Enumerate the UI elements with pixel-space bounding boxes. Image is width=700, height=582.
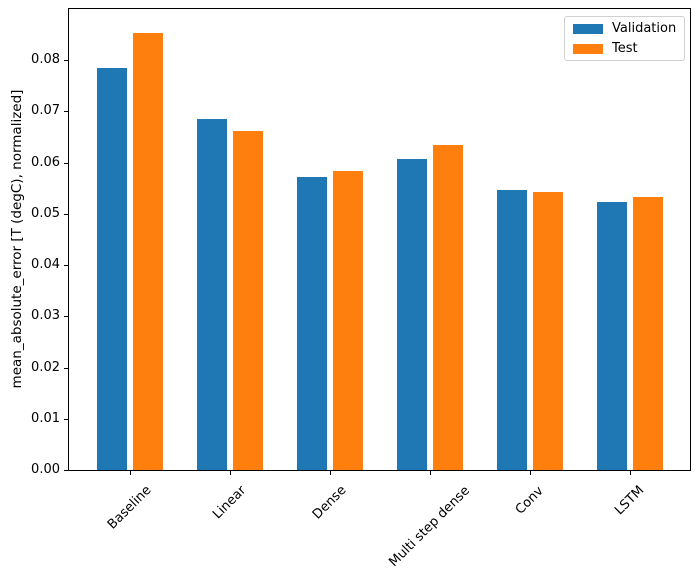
x-tick-mark	[630, 471, 631, 475]
legend-label-validation: Validation	[612, 21, 677, 36]
y-tick-label-0.04: 0.04	[31, 257, 60, 273]
y-tick-mark	[64, 419, 68, 420]
legend: Validation Test	[564, 16, 685, 61]
y-tick-label-0.05: 0.05	[31, 205, 60, 221]
x-tick-label-linear: Linear	[210, 483, 250, 523]
legend-swatch-validation-icon	[573, 23, 603, 34]
bar-test-lstm	[633, 197, 663, 470]
legend-entry-test: Test	[573, 41, 676, 56]
y-tick-label-0.07: 0.07	[31, 103, 60, 119]
y-tick-label-0.00: 0.00	[31, 462, 60, 477]
legend-label-test: Test	[612, 41, 638, 56]
y-tick-mark	[64, 60, 68, 61]
x-tick-mark	[230, 471, 231, 475]
bar-test-baseline	[133, 32, 163, 470]
bar-validation-conv	[497, 190, 527, 470]
y-tick-mark	[64, 163, 68, 164]
y-tick-label-0.06: 0.06	[31, 154, 60, 170]
bar-test-multi-step-dense	[433, 145, 463, 470]
legend-entry-validation: Validation	[573, 21, 676, 36]
x-tick-mark	[330, 471, 331, 475]
x-tick-label-multi-step-dense: Multi step dense	[386, 483, 473, 570]
y-tick-mark	[64, 470, 68, 471]
bar-test-dense	[333, 170, 363, 470]
x-tick-label-conv: Conv	[512, 483, 547, 518]
bar-test-conv	[533, 191, 563, 470]
x-tick-label-baseline: Baseline	[104, 483, 155, 533]
y-tick-mark	[64, 368, 68, 369]
x-tick-mark	[430, 471, 431, 475]
y-tick-mark	[64, 265, 68, 266]
y-axis-label: mean_absolute_error [T (degC), normalize…	[9, 89, 25, 389]
bar-validation-multi-step-dense	[397, 159, 427, 470]
y-tick-mark	[64, 316, 68, 317]
y-tick-mark	[64, 214, 68, 215]
bar-validation-lstm	[597, 202, 627, 470]
y-tick-mark	[64, 111, 68, 112]
plot-area	[68, 8, 691, 471]
x-tick-label-dense: Dense	[309, 483, 350, 523]
legend-swatch-test-icon	[573, 43, 603, 54]
x-tick-mark	[130, 471, 131, 475]
bar-validation-baseline	[97, 67, 127, 470]
y-tick-label-0.03: 0.03	[31, 308, 60, 324]
y-tick-label-0.02: 0.02	[31, 359, 60, 375]
x-tick-mark	[530, 471, 531, 475]
bar-test-linear	[233, 130, 263, 470]
y-tick-label-0.08: 0.08	[31, 52, 60, 68]
bar-validation-linear	[197, 118, 227, 470]
bar-validation-dense	[297, 176, 327, 470]
x-tick-label-lstm: LSTM	[612, 483, 648, 519]
y-tick-label-0.01: 0.01	[31, 410, 60, 426]
